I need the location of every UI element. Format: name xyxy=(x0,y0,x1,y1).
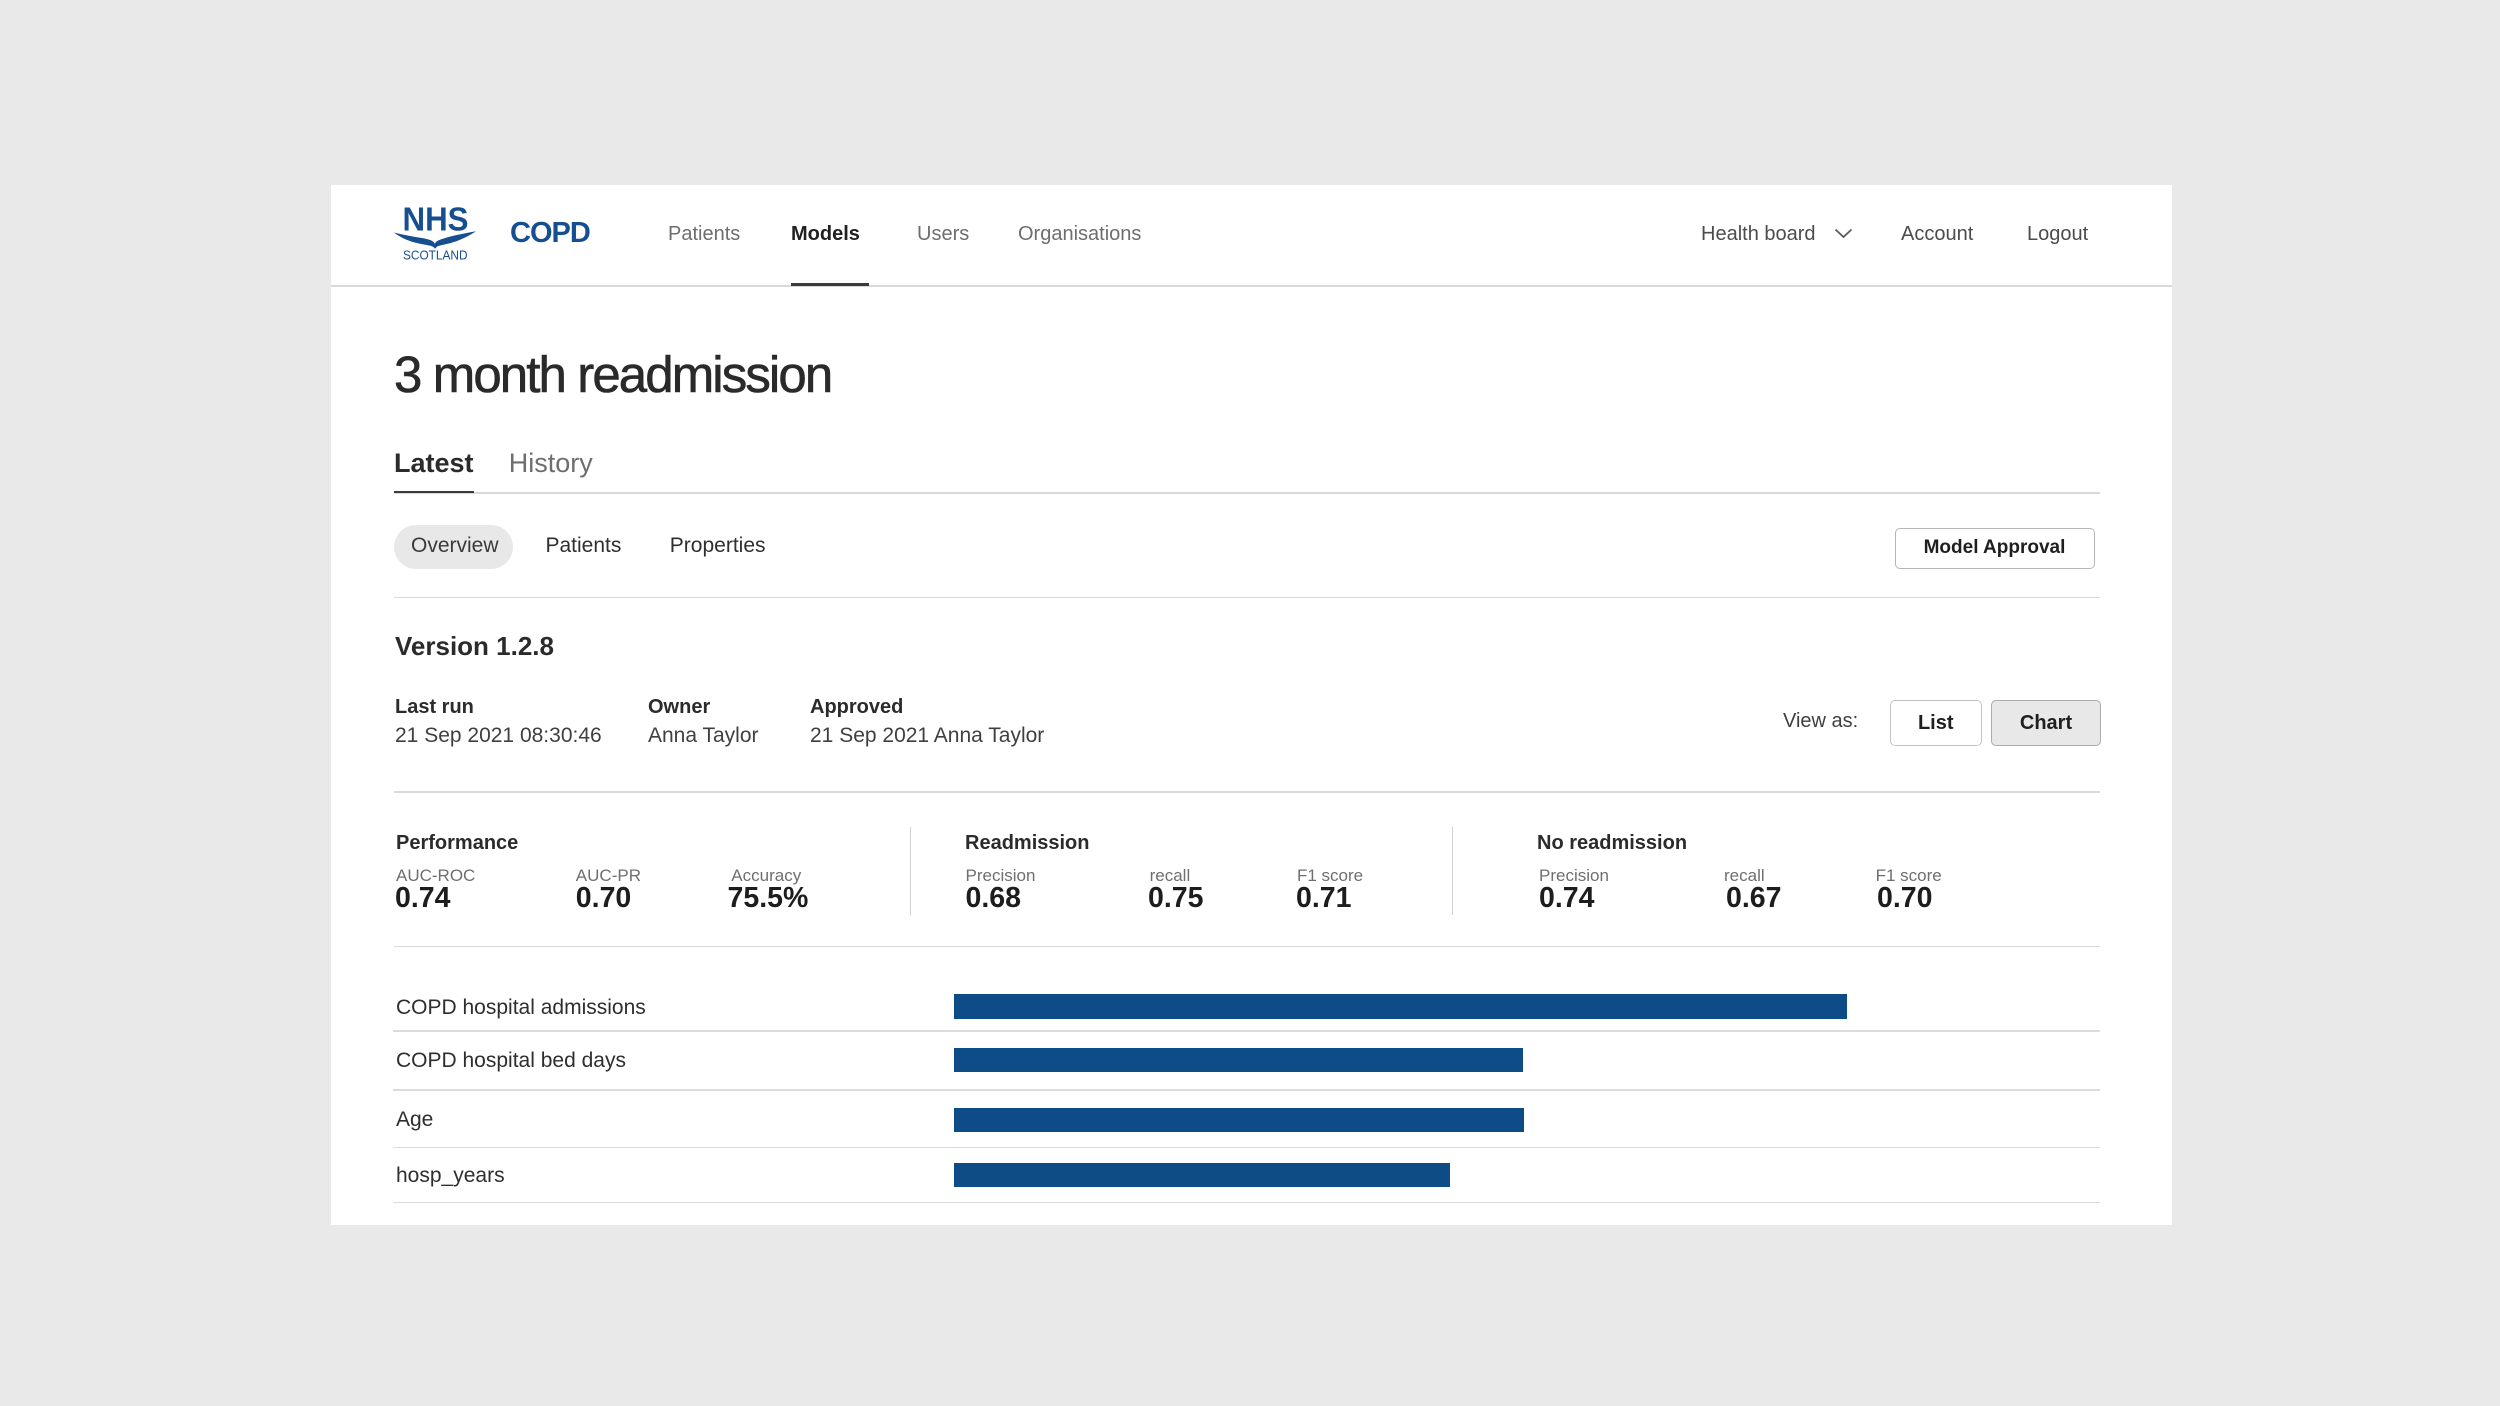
svg-text:SCOTLAND: SCOTLAND xyxy=(403,248,468,263)
svg-text:NHS: NHS xyxy=(403,204,469,238)
